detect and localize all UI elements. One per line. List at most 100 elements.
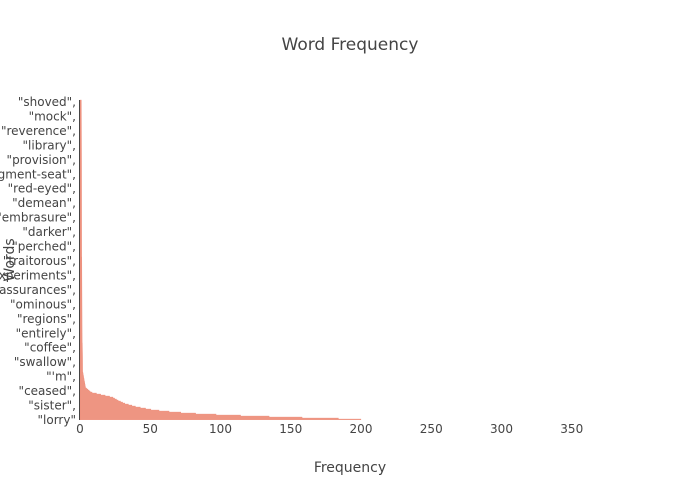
bar [79, 300, 83, 302]
bar [79, 275, 83, 277]
bar [79, 283, 83, 285]
bar [79, 281, 83, 283]
y-tick-label: "red-eyed", [8, 182, 76, 196]
bar [79, 361, 83, 363]
bar [79, 103, 82, 105]
bar [79, 180, 82, 182]
bar [79, 241, 82, 243]
y-tick-label: "judgment-seat", [0, 167, 76, 181]
bar [79, 302, 83, 304]
bar [79, 363, 83, 365]
bar [79, 158, 82, 160]
bar [79, 150, 82, 152]
bar [79, 407, 146, 409]
bar [79, 372, 84, 374]
bar [79, 347, 83, 349]
bar [79, 236, 82, 238]
bar [79, 113, 82, 115]
bar [79, 352, 83, 354]
bar [79, 366, 83, 368]
bar [79, 334, 83, 336]
bar [79, 230, 82, 232]
x-tick-label: 50 [143, 422, 158, 436]
bar [79, 228, 82, 230]
bar [79, 395, 110, 397]
bar [79, 193, 82, 195]
bar [79, 343, 83, 345]
bar [79, 225, 82, 227]
bar [79, 196, 82, 198]
bar [79, 218, 82, 220]
bar [79, 182, 82, 184]
bar [79, 377, 85, 379]
bar [79, 114, 82, 116]
bar [79, 167, 82, 169]
bar [79, 209, 82, 211]
bar [79, 349, 83, 351]
bar [79, 382, 86, 384]
bar [79, 404, 133, 406]
bar [79, 119, 82, 121]
bar [79, 220, 82, 222]
bar [79, 398, 117, 400]
bar [79, 353, 83, 355]
bar [79, 181, 82, 183]
bar [79, 337, 83, 339]
y-axis-title: Words [2, 238, 18, 281]
bar [79, 340, 83, 342]
bar [79, 142, 82, 144]
bar [79, 416, 303, 418]
bar [79, 258, 83, 260]
bar [79, 122, 82, 124]
bar [79, 143, 82, 145]
bar [79, 359, 83, 361]
x-tick-label: 300 [490, 422, 513, 436]
bar [79, 226, 82, 228]
bar [79, 206, 82, 208]
bar [79, 163, 82, 165]
bar [79, 399, 119, 401]
bar [79, 251, 82, 253]
bar [79, 117, 82, 119]
chart-title: Word Frequency [282, 35, 419, 55]
bar [79, 192, 82, 194]
y-tick-label: "assurances", [0, 283, 76, 297]
bar [79, 125, 82, 127]
bar [79, 137, 82, 139]
bar [79, 312, 83, 314]
bar [79, 276, 83, 278]
bar [79, 378, 85, 380]
y-tick-label: "regions", [17, 312, 76, 326]
bar [79, 381, 85, 383]
bar [79, 321, 83, 323]
bar [79, 289, 83, 291]
bar [79, 121, 82, 123]
bar [79, 390, 91, 392]
bar [79, 127, 82, 129]
bar [79, 147, 82, 149]
bar [79, 362, 83, 364]
bar [79, 356, 83, 358]
bar [79, 173, 82, 175]
bar [79, 376, 84, 378]
bar [79, 290, 83, 292]
bar [79, 391, 93, 393]
bar [79, 319, 83, 321]
bar [79, 317, 83, 319]
bar [79, 316, 83, 318]
bar [79, 388, 89, 390]
bar [79, 368, 83, 370]
bar [79, 233, 82, 235]
bar [79, 146, 82, 148]
bar [79, 315, 83, 317]
bar [79, 266, 83, 268]
bar [79, 123, 82, 125]
bar [79, 350, 83, 352]
bar [79, 393, 101, 395]
bar [79, 102, 82, 104]
bar [79, 108, 82, 110]
bar [79, 160, 82, 162]
bar [79, 235, 82, 237]
bar [79, 401, 123, 403]
bar [79, 367, 83, 369]
